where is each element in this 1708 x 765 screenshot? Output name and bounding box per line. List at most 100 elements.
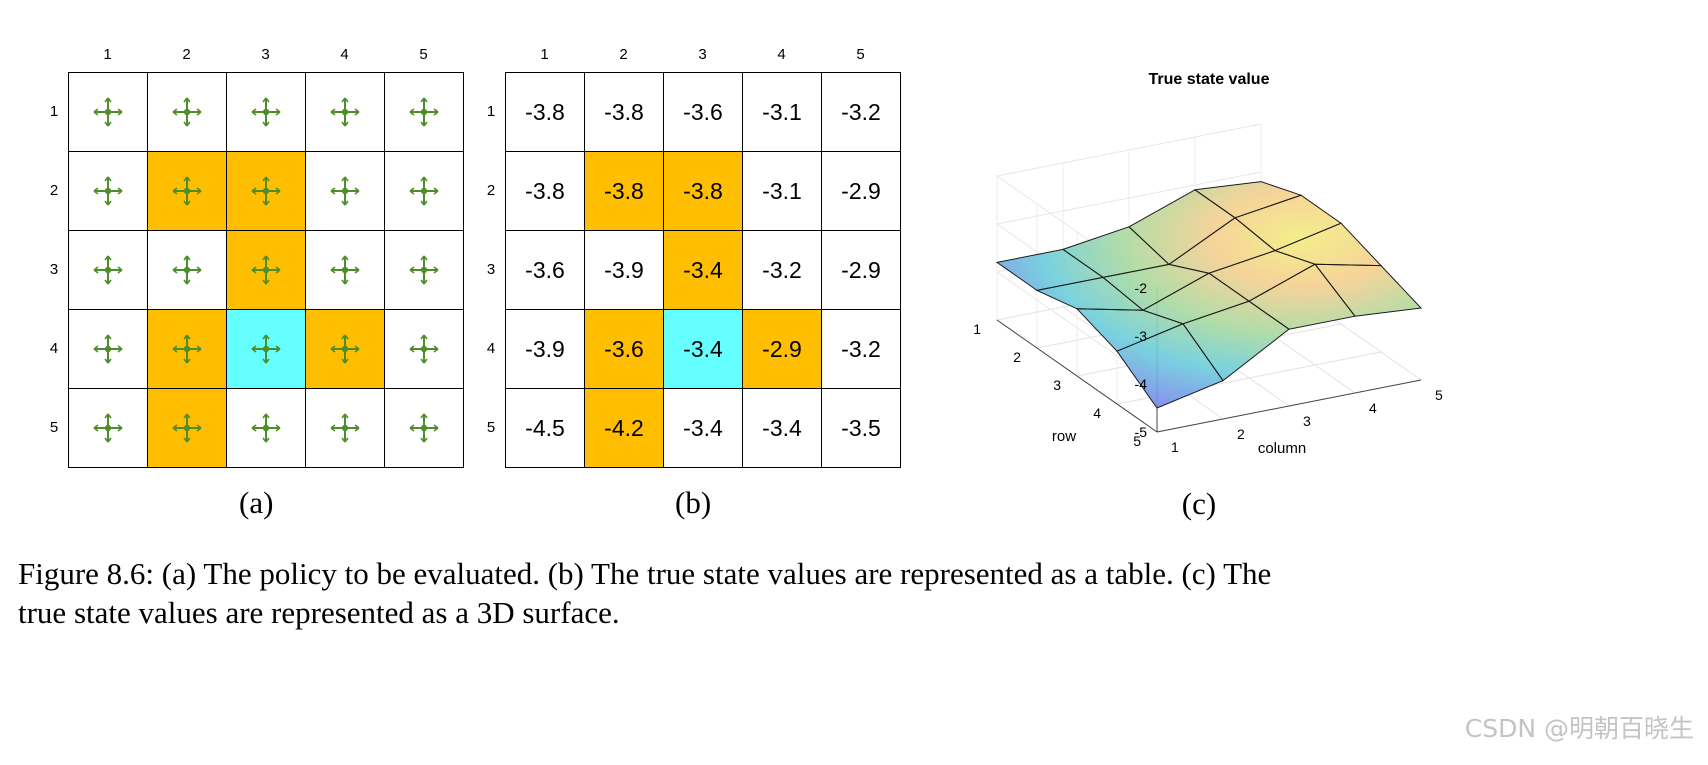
- policy-cell: [148, 389, 227, 468]
- stay-cross-icon: [330, 255, 360, 285]
- state-value: -2.9: [841, 177, 881, 204]
- value-cell: -2.9: [822, 231, 901, 310]
- policy-cell: [306, 152, 385, 231]
- state-value: -3.8: [683, 177, 723, 204]
- value-cell: -3.2: [743, 231, 822, 310]
- stay-cross-icon: [409, 255, 439, 285]
- state-value: -3.8: [525, 98, 565, 125]
- table-row-label: 3: [486, 261, 496, 278]
- state-value: -3.4: [683, 414, 723, 441]
- value-cell: -3.8: [506, 73, 585, 152]
- policy-cell: [69, 231, 148, 310]
- policy-row-label: 2: [49, 182, 59, 199]
- policy-col-label: 2: [182, 46, 191, 63]
- state-value: -3.2: [762, 256, 802, 283]
- panel-c-label: (c): [1182, 486, 1216, 521]
- policy-cell: [227, 389, 306, 468]
- state-value: -3.6: [604, 335, 644, 362]
- stay-cross-icon: [251, 255, 281, 285]
- policy-cell: [69, 310, 148, 389]
- column-tick-label: 4: [1369, 400, 1377, 416]
- column-axis-line: [1156, 379, 1422, 433]
- table-col-label: 1: [540, 46, 549, 63]
- value-cell: -4.5: [506, 389, 585, 468]
- value-cell: -2.9: [822, 152, 901, 231]
- state-value: -3.8: [525, 177, 565, 204]
- value-cell: -3.9: [585, 231, 664, 310]
- state-value: -3.8: [604, 98, 644, 125]
- column-axis-label: column: [1258, 440, 1306, 457]
- z-tick-label: -3: [1135, 328, 1148, 344]
- policy-row-label: 3: [49, 261, 59, 278]
- surface-face: [1313, 263, 1423, 317]
- stay-cross-icon: [409, 413, 439, 443]
- z-tick-label: -4: [1135, 376, 1148, 392]
- watermark: CSDN @明朝百晓生: [1464, 714, 1694, 743]
- stay-cross-icon: [251, 176, 281, 206]
- policy-cell: [385, 389, 464, 468]
- surface-faces: [995, 181, 1423, 409]
- z-tick-label: -2: [1135, 280, 1148, 296]
- value-cell: -3.6: [664, 73, 743, 152]
- value-cell: -3.8: [585, 152, 664, 231]
- column-tick-label: 2: [1237, 426, 1245, 442]
- stay-cross-icon: [330, 176, 360, 206]
- row-tick-label: 5: [1133, 433, 1141, 449]
- stay-cross-icon: [172, 334, 202, 364]
- value-cell: -3.4: [664, 231, 743, 310]
- value-cell: -4.2: [585, 389, 664, 468]
- value-cell: -3.8: [506, 152, 585, 231]
- column-tick-label: 1: [1171, 439, 1179, 455]
- state-value: -3.9: [604, 256, 644, 283]
- state-value: -3.4: [683, 256, 723, 283]
- stay-cross-icon: [409, 97, 439, 127]
- row-tick-label: 4: [1093, 405, 1101, 421]
- panel-b-label: (b): [675, 485, 712, 520]
- policy-cell: [385, 310, 464, 389]
- row-axis-label: row: [1052, 428, 1076, 445]
- stay-cross-icon: [93, 413, 123, 443]
- policy-cell: [148, 73, 227, 152]
- policy-cell: [227, 231, 306, 310]
- policy-row-label: 4: [49, 340, 59, 357]
- policy-cell: [227, 152, 306, 231]
- value-cell: -3.6: [506, 231, 585, 310]
- policy-cell: [69, 389, 148, 468]
- state-value: -3.2: [841, 98, 881, 125]
- table-col-label: 4: [777, 46, 786, 63]
- stay-cross-icon: [172, 97, 202, 127]
- policy-col-label: 4: [340, 46, 349, 63]
- value-cell: -3.4: [664, 310, 743, 389]
- table-row-label: 1: [486, 103, 496, 120]
- table-row-label: 5: [486, 419, 496, 436]
- policy-cell: [227, 310, 306, 389]
- value-cell: -3.8: [664, 152, 743, 231]
- policy-cell: [306, 389, 385, 468]
- stay-cross-icon: [330, 413, 360, 443]
- row-tick-label: 1: [973, 321, 981, 337]
- policy-cell: [69, 73, 148, 152]
- row-tick-label: 2: [1013, 349, 1021, 365]
- stay-cross-icon: [93, 97, 123, 127]
- policy-cell: [69, 152, 148, 231]
- value-cell: -3.4: [743, 389, 822, 468]
- z-tick-label: -5: [1135, 424, 1148, 440]
- state-value: -3.5: [841, 414, 881, 441]
- stay-cross-icon: [93, 176, 123, 206]
- state-value: -3.2: [841, 335, 881, 362]
- state-value: -3.1: [762, 177, 802, 204]
- axis-ticks: -2 -3 -4 -5 1 2 3 4 5 1 2 3 4 5: [973, 280, 1443, 455]
- stay-cross-icon: [409, 334, 439, 364]
- policy-grid: [68, 72, 464, 468]
- policy-cell: [306, 310, 385, 389]
- value-cell: -3.8: [585, 73, 664, 152]
- caption-line-2: true state values are represented as a 3…: [18, 595, 620, 630]
- value-cell: -3.4: [664, 389, 743, 468]
- policy-cell: [385, 152, 464, 231]
- value-cell: -3.1: [743, 152, 822, 231]
- policy-row-label: 1: [49, 103, 59, 120]
- table-row-label: 4: [486, 340, 496, 357]
- policy-cell: [148, 152, 227, 231]
